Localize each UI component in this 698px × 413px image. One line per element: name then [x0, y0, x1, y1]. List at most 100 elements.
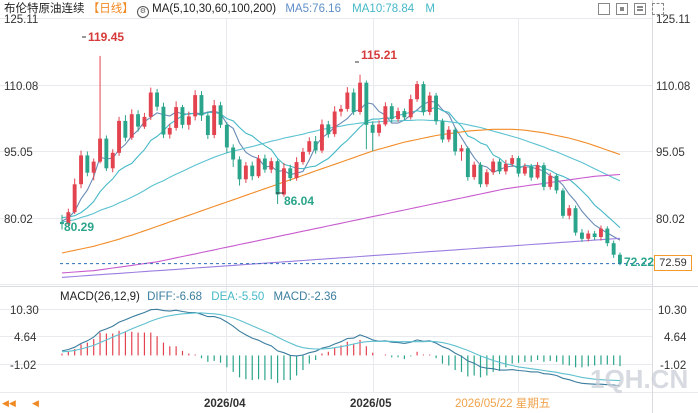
candle-body [383, 106, 388, 125]
candle-body [389, 106, 394, 120]
ma10-line [61, 106, 621, 229]
candle-body [313, 141, 318, 151]
ma60-line [61, 128, 621, 254]
candle-body [282, 168, 286, 195]
candle-body [174, 107, 179, 128]
period-selector[interactable]: 【日线】 [87, 3, 134, 15]
scroll-back-button[interactable]: ◀ [32, 398, 39, 408]
candle-body [522, 166, 527, 174]
candle-body [567, 208, 572, 216]
candle-body [446, 129, 451, 140]
annotation-low-86: 86.04 [284, 194, 314, 208]
macd-dea-value: DEA:-5.50 [211, 291, 265, 303]
candle-body [161, 106, 166, 135]
settings-icon[interactable] [598, 3, 610, 15]
watermark: 1QH.CN [590, 364, 688, 394]
candle-body [212, 105, 217, 135]
macd-tick-right: 10.30 [658, 305, 687, 317]
ma-label: MA(5,10,30,60,100,200) [152, 3, 277, 15]
moving-average-lines [61, 100, 621, 278]
candle-body [396, 111, 400, 120]
candle-body [326, 124, 331, 135]
candle-body [611, 243, 616, 255]
candle-body [503, 163, 508, 172]
candle-body [186, 116, 191, 125]
price-tick-right: 80.02 [656, 214, 685, 226]
indicator-icon[interactable] [634, 3, 646, 15]
candle-body [427, 95, 432, 112]
candle-body [421, 84, 426, 112]
grid [0, 18, 698, 393]
candle-body [370, 124, 375, 133]
candle-body [155, 92, 159, 107]
annotation-high-119: 119.45 [88, 30, 124, 44]
ma200-line [61, 237, 621, 278]
candle-body [351, 92, 356, 112]
macd-value: MACD:-2.36 [273, 291, 337, 303]
candle-body [218, 105, 223, 125]
candle-body [586, 233, 591, 239]
price-tick-right: 95.05 [656, 147, 685, 159]
candle-body [408, 99, 413, 118]
candle-body [453, 129, 458, 152]
compare-icon[interactable] [616, 3, 628, 15]
candle-body [256, 158, 261, 177]
candle-body [142, 116, 147, 127]
candle-body [199, 95, 204, 116]
candle-body [167, 127, 172, 135]
candle-body [472, 164, 477, 178]
ma-more[interactable]: M [425, 3, 435, 15]
annotation-high-115: 115.21 [361, 48, 397, 62]
candle-body [91, 161, 96, 173]
candle-body [465, 148, 470, 178]
candle-body [205, 115, 210, 135]
scroll-fast-back-button[interactable]: ◀◀ [2, 398, 16, 408]
x-tick: 2026/05 [350, 398, 392, 410]
candle-body [561, 190, 565, 216]
candle-body [510, 158, 515, 164]
candle-body [79, 155, 83, 185]
macd-diff-value: DIFF:-6.68 [147, 291, 203, 303]
candle-body [243, 165, 248, 180]
candle-body [275, 161, 280, 195]
ma5-line [61, 100, 621, 241]
annotation-last-72: 72.22 [624, 255, 654, 269]
candle-body [110, 152, 115, 169]
price-tick-left: 125.11 [4, 14, 38, 26]
fullscreen-icon[interactable] [652, 3, 664, 15]
candle-body [85, 155, 90, 173]
ma30-line [61, 119, 621, 223]
candle-body [434, 95, 438, 122]
candle-body [148, 92, 153, 117]
macd-header: MACD(26,12,9) DIFF:-6.68 DEA:-5.50 MACD:… [60, 290, 337, 304]
candle-body [459, 148, 464, 152]
candle-body [72, 184, 77, 213]
candle-body [548, 175, 553, 187]
candle-body [307, 141, 312, 152]
candle-body [541, 165, 546, 187]
candle-body [529, 166, 534, 178]
candle-body [288, 168, 293, 179]
ma5-value: MA5:76.16 [285, 3, 341, 15]
candle-body [104, 138, 109, 169]
ma-settings-icon[interactable]: ⚙ [136, 6, 149, 18]
candle-body [364, 82, 369, 125]
candle-body [301, 151, 305, 163]
candle-body [415, 84, 419, 100]
candle-body [580, 232, 584, 239]
macd-tick-left: 10.30 [10, 305, 39, 317]
candle-body [377, 124, 381, 133]
current-price-tag: 72.59 [654, 255, 692, 271]
candle-body [618, 254, 622, 264]
candle-body [262, 158, 267, 170]
ma100-line [61, 173, 621, 274]
macd-label: MACD(26,12,9) [60, 291, 140, 303]
candle-body [269, 161, 274, 170]
candle-body [535, 165, 540, 178]
candle-body [117, 120, 121, 153]
candle-body [193, 95, 198, 117]
candle-body [599, 228, 603, 237]
price-tick-left: 110.08 [4, 81, 38, 93]
